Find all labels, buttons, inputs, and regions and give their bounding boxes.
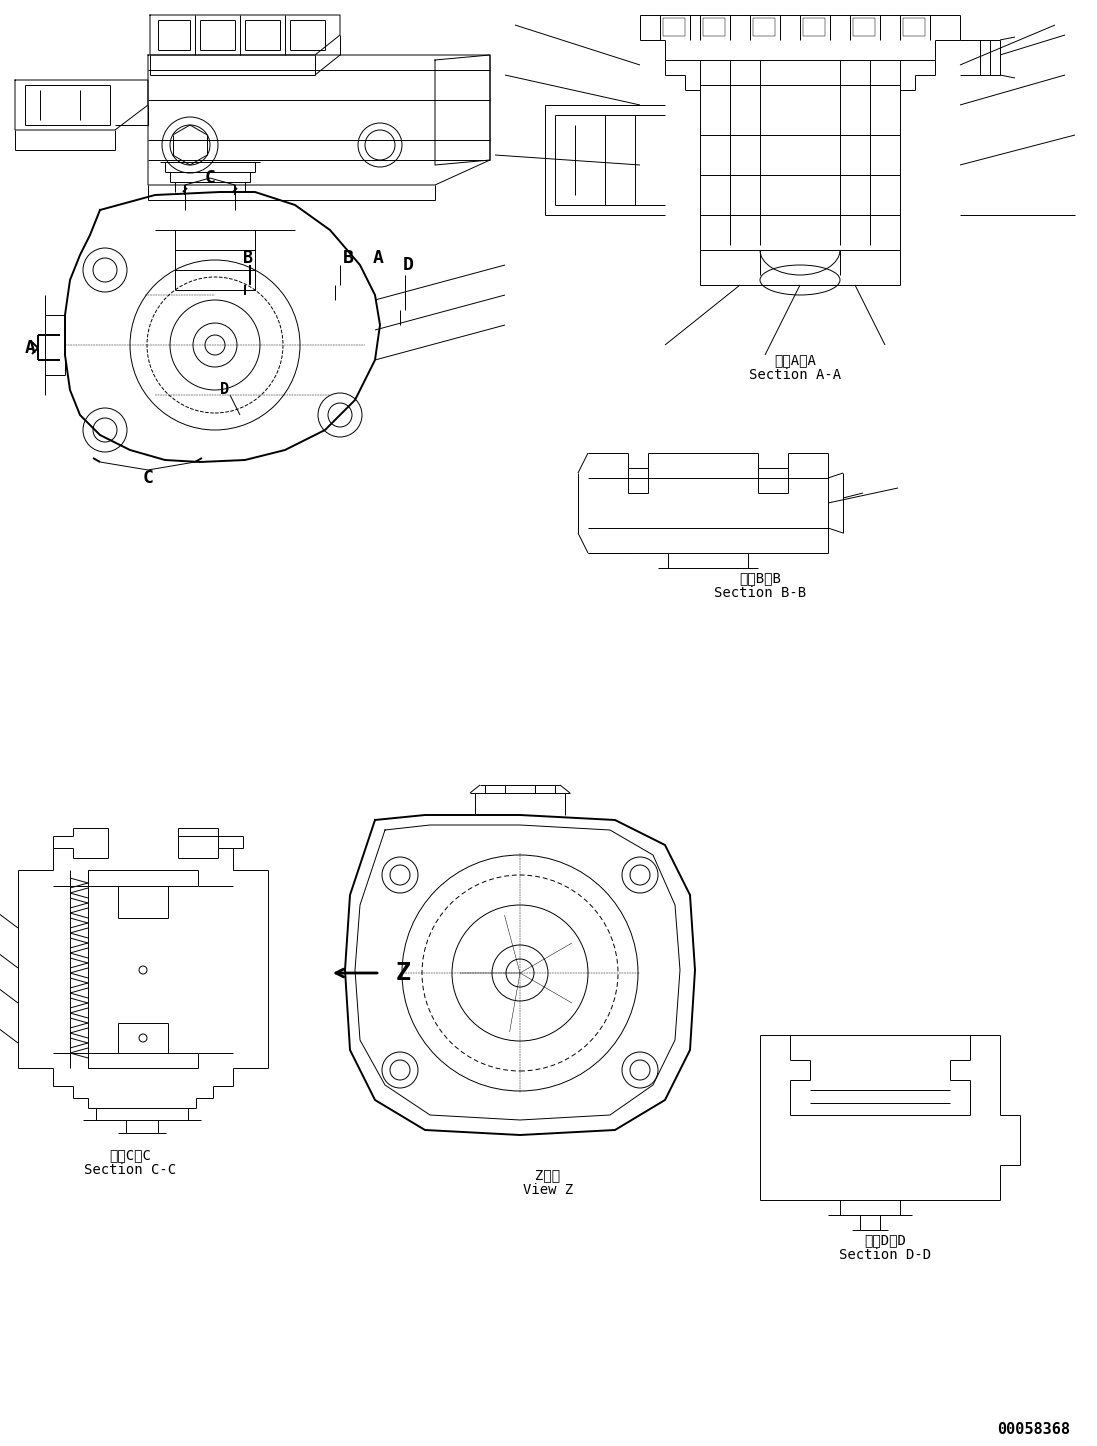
Text: Section D-D: Section D-D bbox=[839, 1248, 931, 1262]
Bar bbox=[703, 17, 725, 36]
Text: Section A-A: Section A-A bbox=[749, 367, 841, 382]
Text: View Z: View Z bbox=[523, 1183, 573, 1197]
Text: Section B-B: Section B-B bbox=[714, 586, 806, 600]
Text: Z　視: Z 視 bbox=[535, 1168, 561, 1181]
Text: 断面A－A: 断面A－A bbox=[774, 353, 816, 367]
Bar bbox=[753, 17, 774, 36]
Text: 断面D－D: 断面D－D bbox=[864, 1233, 906, 1246]
Text: A: A bbox=[373, 249, 384, 268]
Text: C: C bbox=[204, 169, 215, 187]
Text: Section C-C: Section C-C bbox=[84, 1163, 176, 1177]
Text: 断面B－B: 断面B－B bbox=[739, 571, 781, 586]
Text: 断面C－C: 断面C－C bbox=[109, 1148, 151, 1163]
Text: D: D bbox=[220, 383, 229, 398]
Text: A: A bbox=[24, 338, 35, 357]
Bar bbox=[663, 17, 685, 36]
Bar bbox=[803, 17, 825, 36]
Bar bbox=[853, 17, 875, 36]
Text: B: B bbox=[342, 249, 353, 268]
Text: B: B bbox=[244, 249, 253, 268]
Bar bbox=[903, 17, 925, 36]
Text: D: D bbox=[403, 256, 414, 273]
Text: Z: Z bbox=[396, 962, 410, 985]
Text: 00058368: 00058368 bbox=[997, 1423, 1070, 1437]
Text: C: C bbox=[143, 469, 154, 487]
